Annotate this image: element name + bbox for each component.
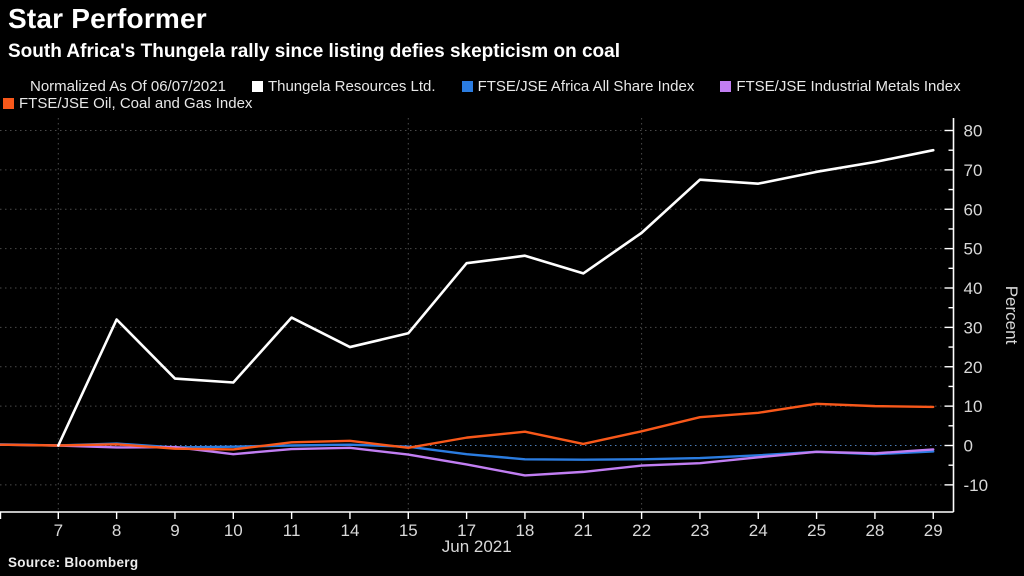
vertical-gridlines [57, 118, 643, 512]
x-tick-label: 10 [224, 521, 243, 540]
legend-row-2: FTSE/JSE Oil, Coal and Gas Index [3, 95, 252, 112]
legend-label-thungela: Thungela Resources Ltd. [267, 78, 436, 95]
page-subtitle: South Africa's Thungela rally since list… [8, 41, 620, 62]
x-tick-label: 9 [170, 521, 179, 540]
x-tick-label: 23 [690, 521, 709, 540]
x-tick-label: 21 [574, 521, 593, 540]
horizontal-gridlines [0, 130, 954, 486]
legend-label-industrial-metals: FTSE/JSE Industrial Metals Index [736, 78, 961, 95]
legend-marker-all-share [461, 81, 473, 92]
legend-item-industrial-metals: FTSE/JSE Industrial Metals Index [720, 78, 961, 95]
y-axis-title: Percent [1002, 286, 1021, 345]
x-tick-label: 28 [865, 521, 884, 540]
legend-item-oil-coal-gas: FTSE/JSE Oil, Coal and Gas Index [3, 95, 252, 112]
y-tick-label: 40 [964, 279, 983, 298]
x-tick-label: 14 [340, 521, 359, 540]
x-tick-label: 17 [457, 521, 476, 540]
legend-item-thungela: Thungela Resources Ltd. [251, 78, 436, 95]
x-tick-label: 11 [283, 521, 301, 540]
y-tick-label: 10 [964, 397, 983, 416]
y-tick-label: 0 [964, 437, 973, 456]
legend-label-all-share: FTSE/JSE Africa All Share Index [477, 78, 695, 95]
normalized-note: Normalized As Of 06/07/2021 [30, 78, 226, 95]
x-tick-label: 15 [399, 521, 418, 540]
x-tick-label: 8 [112, 521, 121, 540]
legend-marker-oil-coal-gas [3, 98, 14, 109]
series-line-0 [56, 148, 935, 447]
x-tick-label: 18 [515, 521, 534, 540]
y-tick-label: 20 [964, 358, 983, 377]
source-attribution: Source: Bloomberg [8, 555, 139, 570]
legend-marker-thungela [251, 81, 263, 92]
x-tick-label: 24 [749, 521, 768, 540]
x-tick-label: 22 [632, 521, 651, 540]
y-tick-label: 30 [964, 318, 983, 337]
legend-item-all-share: FTSE/JSE Africa All Share Index [461, 78, 695, 95]
legend-row-1: Normalized As Of 06/07/2021 Thungela Res… [30, 78, 961, 95]
x-tick-label: 7 [54, 521, 63, 540]
x-tick-label: 29 [924, 521, 943, 540]
y-tick-label: 80 [964, 122, 983, 141]
page-title: Star Performer [8, 3, 207, 34]
x-axis-ticks: 7 8 9 10 11 14 15 17 18 21 22 23 24 25 28 29 [0, 512, 943, 540]
y-tick-label: 70 [964, 161, 983, 180]
y-axis-ticks: 80 70 60 50 40 30 20 10 0 -10 [944, 122, 989, 495]
series-line-2 [0, 443, 935, 477]
series-lines [0, 148, 935, 477]
y-tick-label: 50 [964, 240, 983, 259]
y-tick-label: 60 [964, 200, 983, 219]
x-axis-title: Jun 2021 [442, 537, 512, 556]
y-tick-label: -10 [964, 476, 989, 495]
x-tick-label: 25 [807, 521, 826, 540]
series-line-3 [0, 402, 935, 451]
legend-marker-industrial-metals [720, 81, 732, 92]
legend-label-oil-coal-gas: FTSE/JSE Oil, Coal and Gas Index [19, 95, 253, 112]
